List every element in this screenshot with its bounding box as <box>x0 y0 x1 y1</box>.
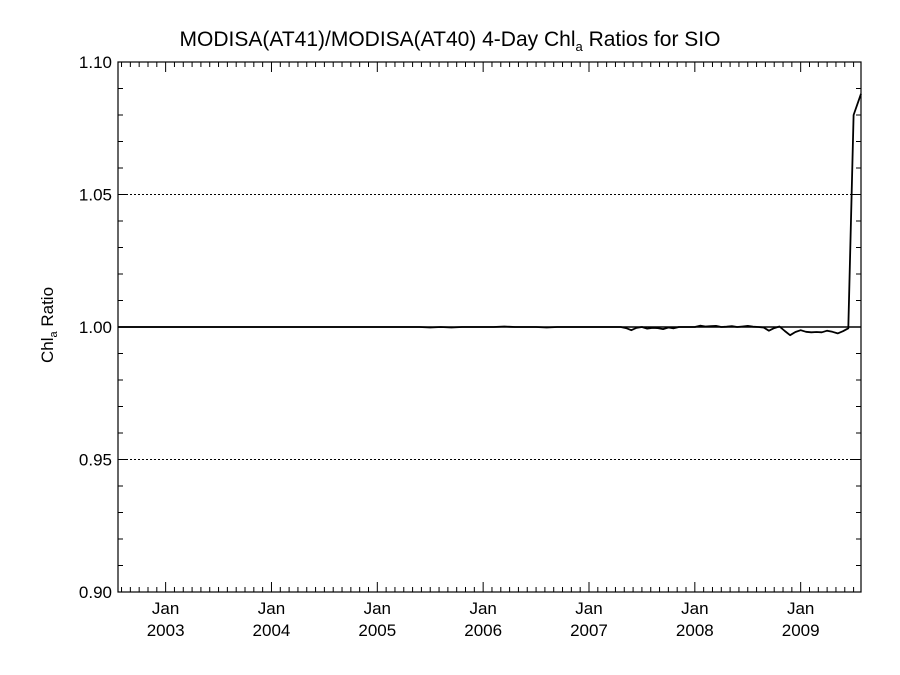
x-tick-label-month: Jan <box>152 599 179 618</box>
plot-area-frame <box>117 61 862 593</box>
x-tick-label-month: Jan <box>575 599 602 618</box>
x-tick-label-year: 2009 <box>782 621 820 640</box>
x-tick-label-month: Jan <box>258 599 285 618</box>
chart-title-tail: Ratios for SIO <box>582 28 721 51</box>
y-tick-label: 0.95 <box>79 451 112 470</box>
x-tick-label-year: 2008 <box>676 621 714 640</box>
chart-title-subscript: a <box>575 39 583 54</box>
x-tick-label-year: 2007 <box>570 621 608 640</box>
chart-title-main: MODISA(AT41)/MODISA(AT40) 4-Day Chl <box>179 28 576 51</box>
x-tick-label-year: 2005 <box>358 621 396 640</box>
series-layer <box>118 93 862 337</box>
tick-layer: 1.10 1.05 1.00 0.95 0.90 Jan 2003 Jan 2004 Jan 200… <box>79 53 861 640</box>
ratio-series-line <box>118 93 862 337</box>
x-tick-label-month: Jan <box>364 599 391 618</box>
x-tick-label-year: 2003 <box>147 621 185 640</box>
y-tick-label: 1.05 <box>79 186 112 205</box>
x-tick-label-year: 2004 <box>253 621 291 640</box>
x-tick-label-month: Jan <box>681 599 708 618</box>
x-tick-label-month: Jan <box>469 599 496 618</box>
x-tick-label-year: 2006 <box>464 621 502 640</box>
y-tick-label: 1.10 <box>79 53 112 72</box>
x-tick-label-month: Jan <box>787 599 814 618</box>
y-tick-label: 0.90 <box>79 583 112 602</box>
chart-title: MODISA(AT41)/MODISA(AT40) 4-Day Chla Rat… <box>0 28 900 54</box>
y-tick-label: 1.00 <box>79 318 112 337</box>
